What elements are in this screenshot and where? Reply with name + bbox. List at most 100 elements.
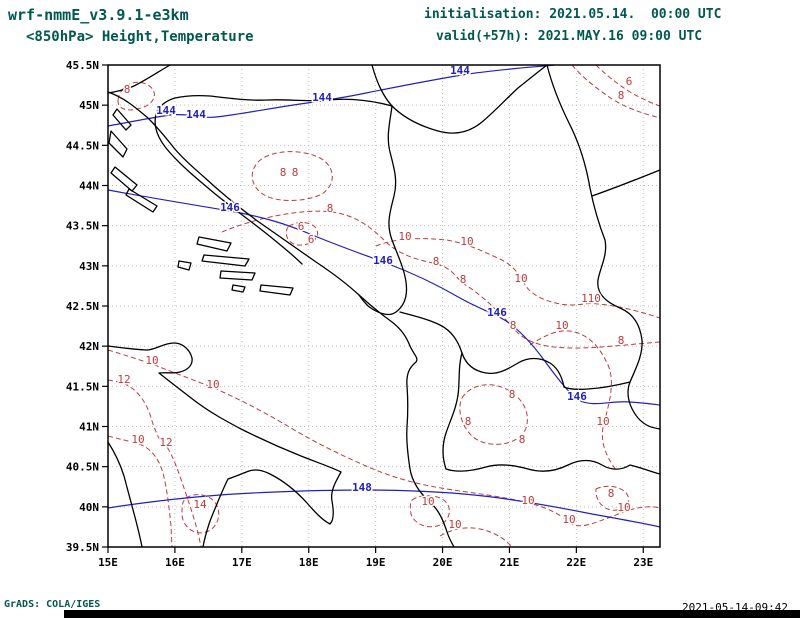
- x-axis-tick-label: 18E: [299, 556, 319, 569]
- temperature-contour-label: 8: [124, 83, 131, 96]
- temperature-contour-label: 10: [421, 495, 434, 508]
- height-contour-144: [107, 64, 556, 127]
- island-mljet: [259, 284, 294, 296]
- border-serbia-romania-danube: [591, 169, 661, 197]
- border-bosnia-drina: [358, 105, 408, 316]
- temperature-contour-label: 8: [510, 319, 517, 332]
- init-time-label: initialisation: 2021.05.14. 00:00 UTC: [424, 7, 722, 22]
- temperature-contour-label: 8: [460, 273, 467, 286]
- x-axis-tick-label: 23E: [633, 556, 653, 569]
- height-contour-label: 146: [487, 306, 507, 319]
- height-contour-label: 144: [186, 108, 206, 121]
- temperature-contour-label: 6: [308, 233, 315, 246]
- axis-ticks: [102, 64, 644, 553]
- coastlines-and-borders: [107, 64, 661, 548]
- y-axis-tick-label: 43.5N: [66, 220, 99, 233]
- y-axis-tick-label: 44N: [79, 180, 99, 193]
- x-axis-tick-label: 22E: [566, 556, 586, 569]
- temperature-contour-label: 8: [618, 334, 625, 347]
- height-contour-label: 144: [156, 104, 176, 117]
- temperature-contour-label: 8: [433, 255, 440, 268]
- island-pag: [108, 130, 128, 158]
- y-axis-tick-label: 40.5N: [66, 461, 99, 474]
- bottom-black-bar: [64, 610, 800, 618]
- temperature-contour-label: 10: [145, 354, 158, 367]
- temp-contour-6-loop: [285, 222, 319, 246]
- x-axis-tick-label: 16E: [165, 556, 185, 569]
- height-contour-label: 146: [567, 390, 587, 403]
- temperature-contour-label: 10: [562, 513, 575, 526]
- x-axis-tick-label: 15E: [98, 556, 118, 569]
- y-axis-tick-label: 43N: [79, 260, 99, 273]
- temperature-contour-label: 10: [206, 378, 219, 391]
- island-korcula: [219, 270, 256, 281]
- coastline-italy-adriatic: [107, 342, 342, 548]
- temperature-contour-label: 8: [519, 433, 526, 446]
- island-dugi-otok: [110, 166, 138, 192]
- temp-contour-8-loop-se: [595, 485, 630, 511]
- height-contour-label: 146: [373, 254, 393, 267]
- temperature-contour-label: 110: [581, 292, 601, 305]
- temperature-contour-label: 10: [460, 235, 473, 248]
- height-contour-label: 144: [312, 91, 332, 104]
- temperature-contour-label: 8: [618, 89, 625, 102]
- grads-credit: GrADS: COLA/IGES: [4, 599, 101, 610]
- y-axis-tick-label: 39.5N: [66, 541, 99, 554]
- island-vis: [177, 260, 192, 271]
- height-contour-label: 146: [220, 201, 240, 214]
- temp-contour-8-loop-nw: [117, 81, 155, 111]
- temp-contour-12-west: [107, 379, 202, 548]
- temp-contour-6-ne: [595, 64, 661, 107]
- x-axis-tick-label: 19E: [366, 556, 386, 569]
- model-title: wrf-nmmE_v3.9.1-e3km: [8, 6, 189, 24]
- height-contour-label: 148: [352, 481, 372, 494]
- height-contours: [107, 64, 661, 528]
- y-axis-tick-label: 41.5N: [66, 380, 99, 393]
- temperature-contour-label: 10: [521, 494, 534, 507]
- border-bosnia-sava-una: [154, 94, 393, 265]
- border-slovenia-croatia: [107, 64, 171, 94]
- border-albania-macedonia-greece: [442, 352, 661, 475]
- temperature-contour-label: 10: [555, 319, 568, 332]
- temperature-contour-label: 6: [626, 75, 633, 88]
- temperature-contour-label: 10: [398, 230, 411, 243]
- temp-contour-10-southwest: [107, 349, 661, 527]
- temperature-contour-label: 12: [117, 373, 130, 386]
- border-kosovo-macedonia-north: [399, 311, 631, 390]
- height-contour-146: [107, 189, 661, 406]
- border-serbia-east: [546, 64, 661, 430]
- temperature-contour-label: 12: [159, 436, 172, 449]
- temperature-contour-label: 10: [596, 415, 609, 428]
- island-cres: [112, 108, 132, 131]
- temperature-contours: [107, 64, 661, 548]
- temp-contour-8-loop-bosnia: [251, 151, 333, 201]
- temperature-contour-label: 8: [327, 202, 334, 215]
- temp-contour-10-north: [375, 238, 661, 319]
- island-lastovo: [231, 284, 246, 293]
- x-axis-tick-label: 20E: [433, 556, 453, 569]
- axis-tick-labels: 45.5N 45N 44.5N 44N 43.5N 43N 42.5N 42N 41.5N 41N…: [66, 59, 653, 569]
- temperature-contour-label: 8: [509, 388, 516, 401]
- temp-contour-8-long: [221, 210, 661, 349]
- temperature-contour-label: 10: [514, 272, 527, 285]
- temperature-contour-label: 10: [448, 518, 461, 531]
- x-axis-tick-label: 17E: [232, 556, 252, 569]
- temp-contour-8-loop-kosovo: [459, 384, 528, 445]
- coastline-dalmatia-albania: [107, 91, 455, 548]
- field-title: <850hPa> Height,Temperature: [26, 29, 254, 45]
- y-axis-tick-label: 42N: [79, 340, 99, 353]
- y-axis-tick-label: 42.5N: [66, 300, 99, 313]
- temp-contour-10-east: [529, 330, 617, 471]
- y-axis-tick-label: 45N: [79, 99, 99, 112]
- temp-contour-10-west-short: [107, 435, 173, 548]
- temp-contour-10-seg-south: [439, 527, 513, 548]
- temperature-contour-label: 8: [608, 487, 615, 500]
- valid-time-label: valid(+57h): 2021.MAY.16 09:00 UTC: [436, 29, 703, 44]
- y-axis-tick-label: 45.5N: [66, 59, 99, 72]
- temperature-contour-label: 8: [280, 166, 287, 179]
- coastline-italy-tyrrhenian: [107, 441, 143, 548]
- temperature-contour-label: 14: [193, 498, 207, 511]
